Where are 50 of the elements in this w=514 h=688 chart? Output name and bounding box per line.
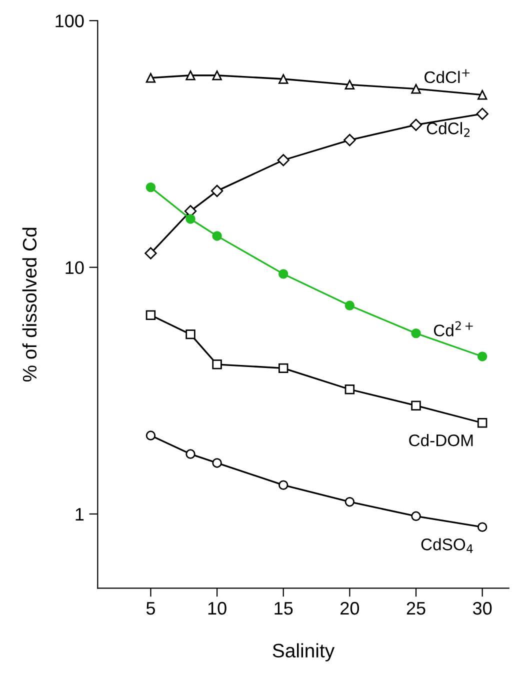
x-tick-label: 30 (472, 602, 492, 615)
y-tick-label: 10 (66, 261, 84, 274)
point (278, 269, 288, 279)
point (411, 84, 421, 94)
point (411, 511, 421, 522)
point (344, 384, 355, 394)
point (186, 70, 196, 80)
point (210, 184, 224, 198)
x-tick-label: 15 (274, 602, 293, 615)
y-tick-label: 100 (56, 14, 84, 28)
point (146, 430, 156, 440)
point (186, 449, 196, 459)
series-label: Cd$^{2+}$ (434, 321, 473, 336)
point (411, 328, 421, 338)
point (477, 90, 488, 100)
point (212, 458, 222, 468)
point (477, 522, 488, 532)
point (146, 182, 156, 192)
y-tick-label: 1 (76, 508, 84, 521)
point (411, 400, 421, 410)
point (278, 363, 288, 374)
point (344, 134, 356, 146)
point (146, 310, 156, 320)
point (476, 108, 488, 120)
point (278, 74, 288, 84)
x-tick-label: 20 (340, 602, 360, 615)
point (144, 247, 157, 260)
point (344, 80, 355, 90)
series-label: CdCl$_{2}$ (426, 122, 470, 137)
series-label: CdSO$_{4}$ (421, 538, 473, 553)
point (278, 480, 288, 490)
x-tick-label: 5 (146, 602, 155, 615)
series-label: Cd-DOM (409, 434, 473, 446)
y-axis-title: % of dissolved Cd (22, 228, 37, 382)
point (146, 73, 156, 83)
point (212, 70, 222, 80)
point (212, 360, 222, 370)
point (410, 118, 422, 131)
point (186, 329, 196, 340)
x-tick-label: 10 (208, 602, 226, 615)
x-tick-label: 25 (406, 602, 426, 615)
point (477, 418, 488, 428)
point (344, 496, 355, 507)
point (277, 154, 290, 166)
x-axis-title: Salinity (272, 643, 335, 662)
point (212, 231, 222, 241)
point (477, 352, 488, 362)
point (186, 214, 196, 224)
point (344, 300, 355, 310)
series-label: CdCl$^{+}$ (424, 69, 470, 84)
